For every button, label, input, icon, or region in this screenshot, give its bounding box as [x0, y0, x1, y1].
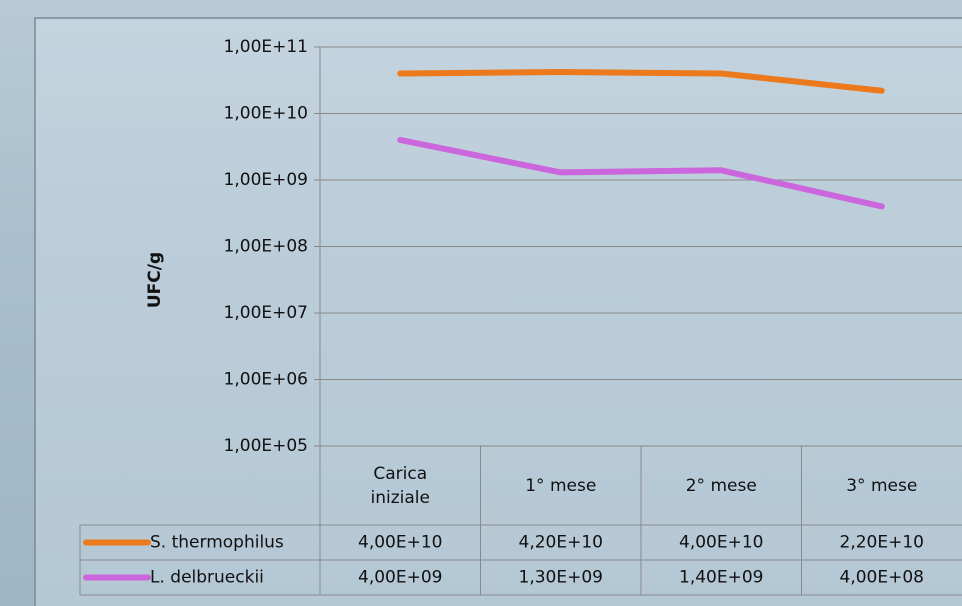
chart-panel [34, 17, 962, 606]
series-line [397, 69, 885, 94]
y-tick-label: 1,00E+08 [224, 237, 308, 257]
y-tick-label: 1,00E+06 [224, 370, 308, 390]
x-tick-label: 2° mese [685, 475, 757, 496]
table-value: 4,00E+10 [679, 533, 763, 553]
series-line [397, 136, 885, 210]
table-value: 1,40E+09 [679, 568, 763, 588]
x-tick-label: 3° mese [846, 475, 918, 496]
legend-label: S. thermophilus [150, 533, 284, 553]
table-value: 4,00E+08 [840, 568, 924, 588]
y-tick-label: 1,00E+10 [224, 104, 308, 124]
table-value: 4,00E+10 [358, 533, 442, 553]
y-tick-label: 1,00E+11 [224, 37, 308, 57]
y-tick-label: 1,00E+07 [224, 303, 308, 323]
table-value: 4,00E+09 [358, 568, 442, 588]
legend-label: L. delbrueckii [150, 568, 264, 588]
x-tick-label: Carica iniziale [370, 463, 430, 508]
y-tick-label: 1,00E+05 [224, 436, 308, 456]
y-tick-label: 1,00E+09 [224, 170, 308, 190]
table-value: 1,30E+09 [519, 568, 603, 588]
x-tick-label: 1° mese [525, 475, 597, 496]
table-value: 2,20E+10 [840, 533, 924, 553]
table-value: 4,20E+10 [519, 533, 603, 553]
y-axis-label: UFC/g [145, 252, 165, 308]
